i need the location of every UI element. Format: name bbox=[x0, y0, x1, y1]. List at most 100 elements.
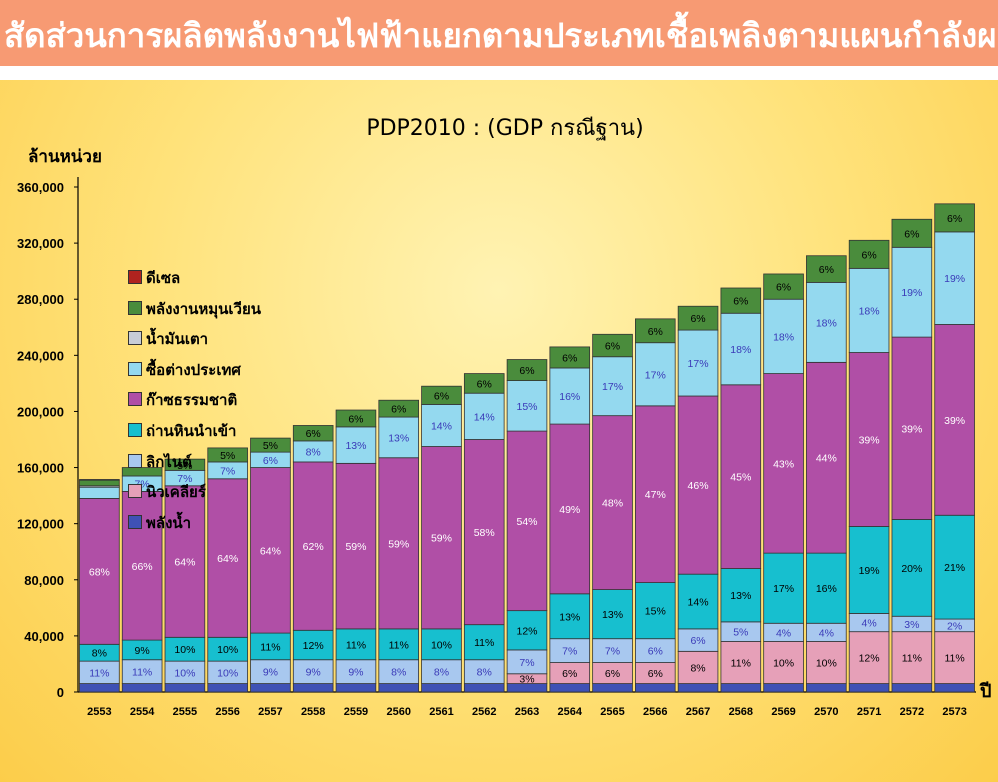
segment-label: 3% bbox=[519, 674, 534, 686]
segment-label: 10% bbox=[431, 639, 452, 651]
bar-segment bbox=[806, 552, 847, 624]
bar-segment bbox=[292, 683, 334, 693]
x-tick-label: 2569 bbox=[771, 706, 795, 718]
segment-label: 39% bbox=[901, 423, 922, 435]
bar-segment bbox=[763, 273, 804, 300]
segment-label: 4% bbox=[819, 627, 834, 639]
segment-label: 20% bbox=[901, 563, 922, 575]
bar-segment bbox=[506, 610, 548, 651]
x-tick-label: 2556 bbox=[215, 706, 239, 718]
segment-label: 9% bbox=[306, 667, 321, 679]
segment-label: 13% bbox=[345, 440, 366, 452]
segment-label: 6% bbox=[947, 213, 962, 225]
bar-segment bbox=[592, 683, 633, 693]
bar-segment bbox=[848, 683, 890, 693]
segment-label: 11% bbox=[260, 641, 280, 653]
bar-segment bbox=[677, 305, 719, 331]
bar-segment bbox=[250, 437, 291, 453]
bar-segment bbox=[806, 255, 847, 283]
bar-segment bbox=[463, 439, 505, 626]
bar-segment bbox=[378, 628, 419, 661]
x-tick-label: 2573 bbox=[942, 706, 966, 718]
x-tick-label: 2567 bbox=[686, 706, 710, 718]
bar-segment bbox=[763, 298, 804, 374]
y-tick-label: 0 bbox=[57, 685, 64, 700]
segment-label: 14% bbox=[688, 597, 709, 609]
legend-swatch bbox=[128, 423, 142, 437]
bar-segment bbox=[378, 683, 419, 693]
banner-title: สัดส่วนการผลิตพลังงานไฟฟ้าแยกตามประเภทเช… bbox=[4, 16, 998, 55]
bar-segment bbox=[720, 683, 762, 693]
bar-segment bbox=[848, 526, 890, 614]
segment-label: 6% bbox=[690, 635, 705, 647]
segment-label: 47% bbox=[645, 489, 666, 501]
x-tick-label: 2564 bbox=[558, 706, 583, 718]
bar-segment bbox=[250, 467, 291, 634]
y-tick-label: 120,000 bbox=[17, 517, 64, 532]
x-tick-label: 2565 bbox=[600, 706, 624, 718]
bar-segment bbox=[463, 683, 505, 693]
segment-label: 7% bbox=[220, 465, 235, 477]
segment-label: 6% bbox=[904, 228, 919, 240]
segment-label: 12% bbox=[859, 653, 880, 665]
segment-label: 5% bbox=[733, 627, 748, 639]
legend-label: ถ่านหินนำเข้า bbox=[146, 422, 237, 440]
bar-segment bbox=[720, 287, 762, 314]
segment-label: 8% bbox=[92, 648, 107, 660]
legend-swatch bbox=[128, 514, 142, 529]
segment-label: 9% bbox=[348, 667, 363, 679]
segment-label: 39% bbox=[944, 415, 965, 427]
segment-label: 5% bbox=[220, 450, 235, 462]
segment-label: 6% bbox=[562, 668, 577, 680]
y-tick-label: 360,000 bbox=[17, 180, 64, 195]
segment-label: 43% bbox=[773, 458, 794, 470]
segment-label: 6% bbox=[605, 668, 620, 680]
segment-label: 13% bbox=[730, 590, 751, 602]
bar-segment bbox=[79, 479, 120, 481]
segment-label: 54% bbox=[516, 516, 537, 528]
bar-segment bbox=[635, 318, 676, 344]
segment-label: 11% bbox=[132, 667, 152, 679]
segment-label: 14% bbox=[431, 420, 452, 432]
segment-label: 9% bbox=[263, 667, 278, 679]
segment-label: 6% bbox=[605, 341, 620, 353]
segment-label: 11% bbox=[474, 637, 494, 649]
y-tick-label: 80,000 bbox=[24, 573, 64, 588]
segment-label: 17% bbox=[688, 358, 709, 370]
segment-label: 5% bbox=[263, 440, 278, 452]
x-tick-label: 2558 bbox=[301, 706, 325, 718]
bar-segment bbox=[677, 395, 719, 575]
bar-segment bbox=[934, 514, 975, 620]
segment-label: 7% bbox=[177, 473, 192, 485]
y-tick-label: 240,000 bbox=[17, 348, 64, 363]
segment-label: 6% bbox=[562, 352, 577, 364]
segment-label: 64% bbox=[174, 557, 195, 569]
segment-label: 6% bbox=[648, 326, 663, 338]
bar-segment bbox=[635, 582, 676, 640]
segment-label: 15% bbox=[645, 606, 666, 618]
segment-label: 11% bbox=[346, 639, 366, 651]
segment-label: 10% bbox=[217, 644, 238, 656]
bar-segment bbox=[720, 568, 762, 623]
bar-segment bbox=[378, 416, 419, 459]
x-tick-label: 2570 bbox=[814, 706, 838, 718]
y-tick-label: 200,000 bbox=[17, 404, 64, 419]
segment-label: 11% bbox=[944, 653, 964, 665]
segment-label: 18% bbox=[730, 344, 751, 356]
segment-label: 11% bbox=[389, 639, 409, 651]
bar-segment bbox=[378, 399, 419, 418]
bar-segment bbox=[592, 415, 633, 590]
bar-segment bbox=[207, 478, 248, 638]
bar-segment bbox=[635, 405, 676, 583]
segment-label: 19% bbox=[944, 273, 965, 285]
bar-segment bbox=[506, 380, 548, 432]
bar-segment bbox=[549, 367, 591, 425]
chart-title: PDP2010 : (GDP กรณีฐาน) bbox=[366, 116, 643, 141]
segment-label: 8% bbox=[391, 667, 406, 679]
stacked-bar-chart: 0 40,000 80,000 120,000 160,000 200,000 240,00… bbox=[17, 116, 991, 718]
segment-label: 13% bbox=[602, 609, 623, 621]
bar-segment bbox=[934, 231, 975, 325]
bar-segment bbox=[848, 267, 890, 353]
x-tick-label: 2568 bbox=[729, 706, 753, 718]
bar-segment bbox=[121, 683, 163, 693]
